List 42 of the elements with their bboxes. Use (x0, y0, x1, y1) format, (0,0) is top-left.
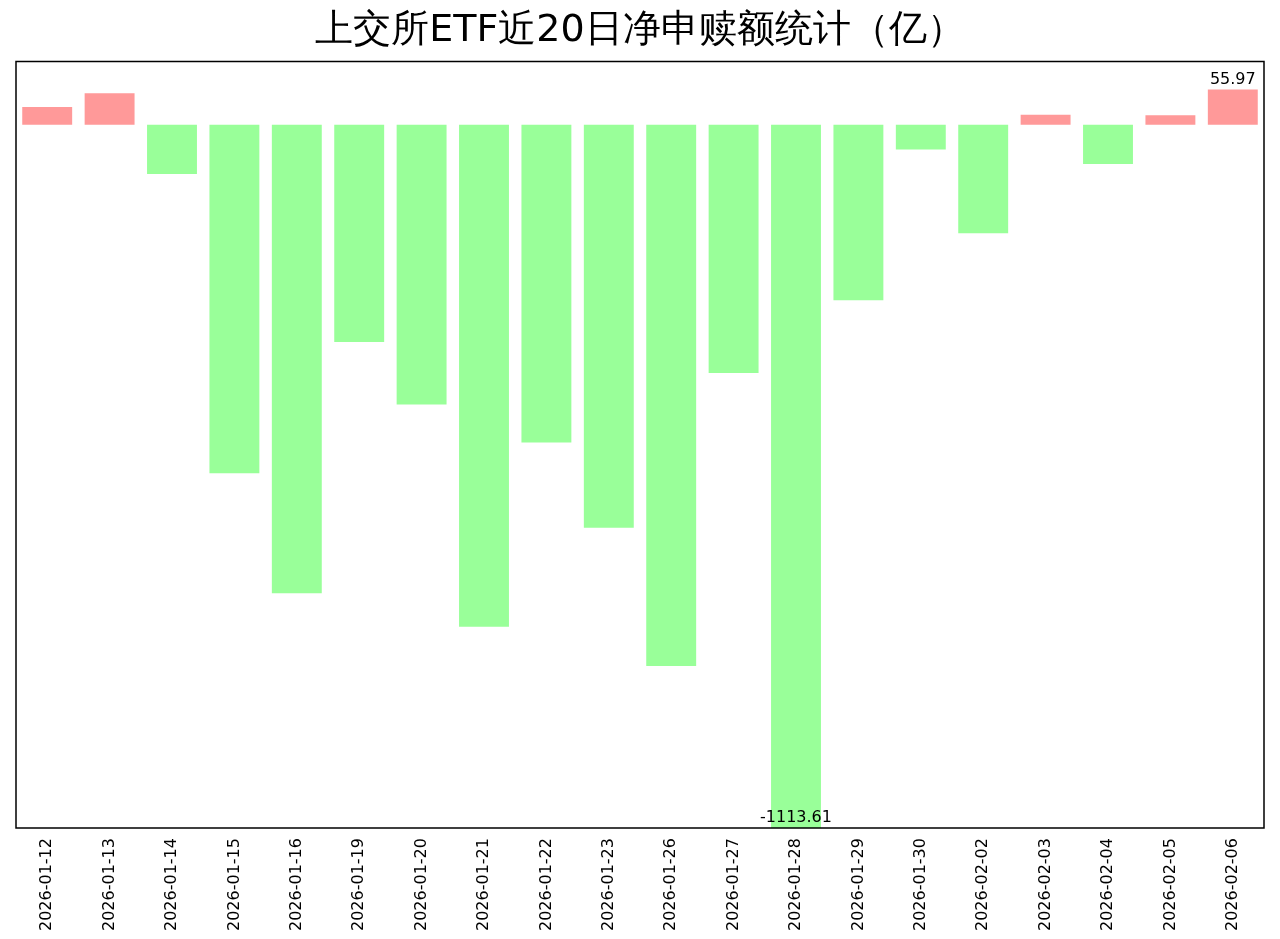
x-tick-label: 2026-01-26 (660, 838, 680, 931)
bar (396, 124, 447, 405)
bar (84, 93, 135, 125)
bar (1207, 89, 1258, 125)
bar (22, 107, 73, 125)
x-tick-label: 2026-01-20 (410, 838, 430, 931)
bar (708, 124, 759, 373)
bar (1020, 114, 1071, 125)
x-tick-label: 2026-01-16 (285, 838, 305, 931)
bar (521, 124, 572, 443)
data-label: -1113.61 (760, 807, 832, 827)
chart-title: 上交所ETF近20日净申赎额统计（亿） (315, 5, 965, 50)
data-label: 55.97 (1209, 68, 1256, 88)
x-tick-label: 2026-01-13 (98, 838, 118, 931)
x-tick-label: 2026-01-14 (161, 838, 181, 931)
x-tick-label: 2026-01-29 (847, 838, 867, 931)
bar (895, 124, 946, 150)
bar (459, 124, 509, 627)
bar (958, 124, 1009, 234)
x-tick-label: 2026-01-22 (535, 838, 555, 931)
bar (833, 124, 884, 301)
x-tick-label: 2026-01-27 (722, 838, 742, 931)
x-tick-label: 2026-02-02 (972, 838, 992, 931)
bar (1145, 115, 1196, 125)
bar (271, 124, 322, 594)
x-tick-label: 2026-01-19 (348, 838, 368, 931)
x-tick-label: 2026-01-28 (785, 838, 805, 931)
x-tick-label: 2026-01-21 (473, 838, 493, 931)
bar (1083, 124, 1133, 164)
x-tick-label: 2026-01-12 (36, 838, 56, 931)
x-tick-label: 2026-02-06 (1221, 838, 1241, 931)
bar (646, 124, 697, 666)
x-tick-label: 2026-01-15 (223, 838, 243, 931)
bar (147, 124, 197, 175)
bar (334, 124, 385, 342)
bar (583, 124, 634, 528)
x-tick-label: 2026-02-03 (1034, 838, 1054, 931)
x-tick-label: 2026-01-23 (597, 838, 617, 931)
x-tick-label: 2026-02-04 (1097, 838, 1117, 931)
x-tick-label: 2026-01-30 (909, 838, 929, 931)
x-tick-label: 2026-02-05 (1159, 838, 1179, 931)
bar (209, 124, 260, 474)
